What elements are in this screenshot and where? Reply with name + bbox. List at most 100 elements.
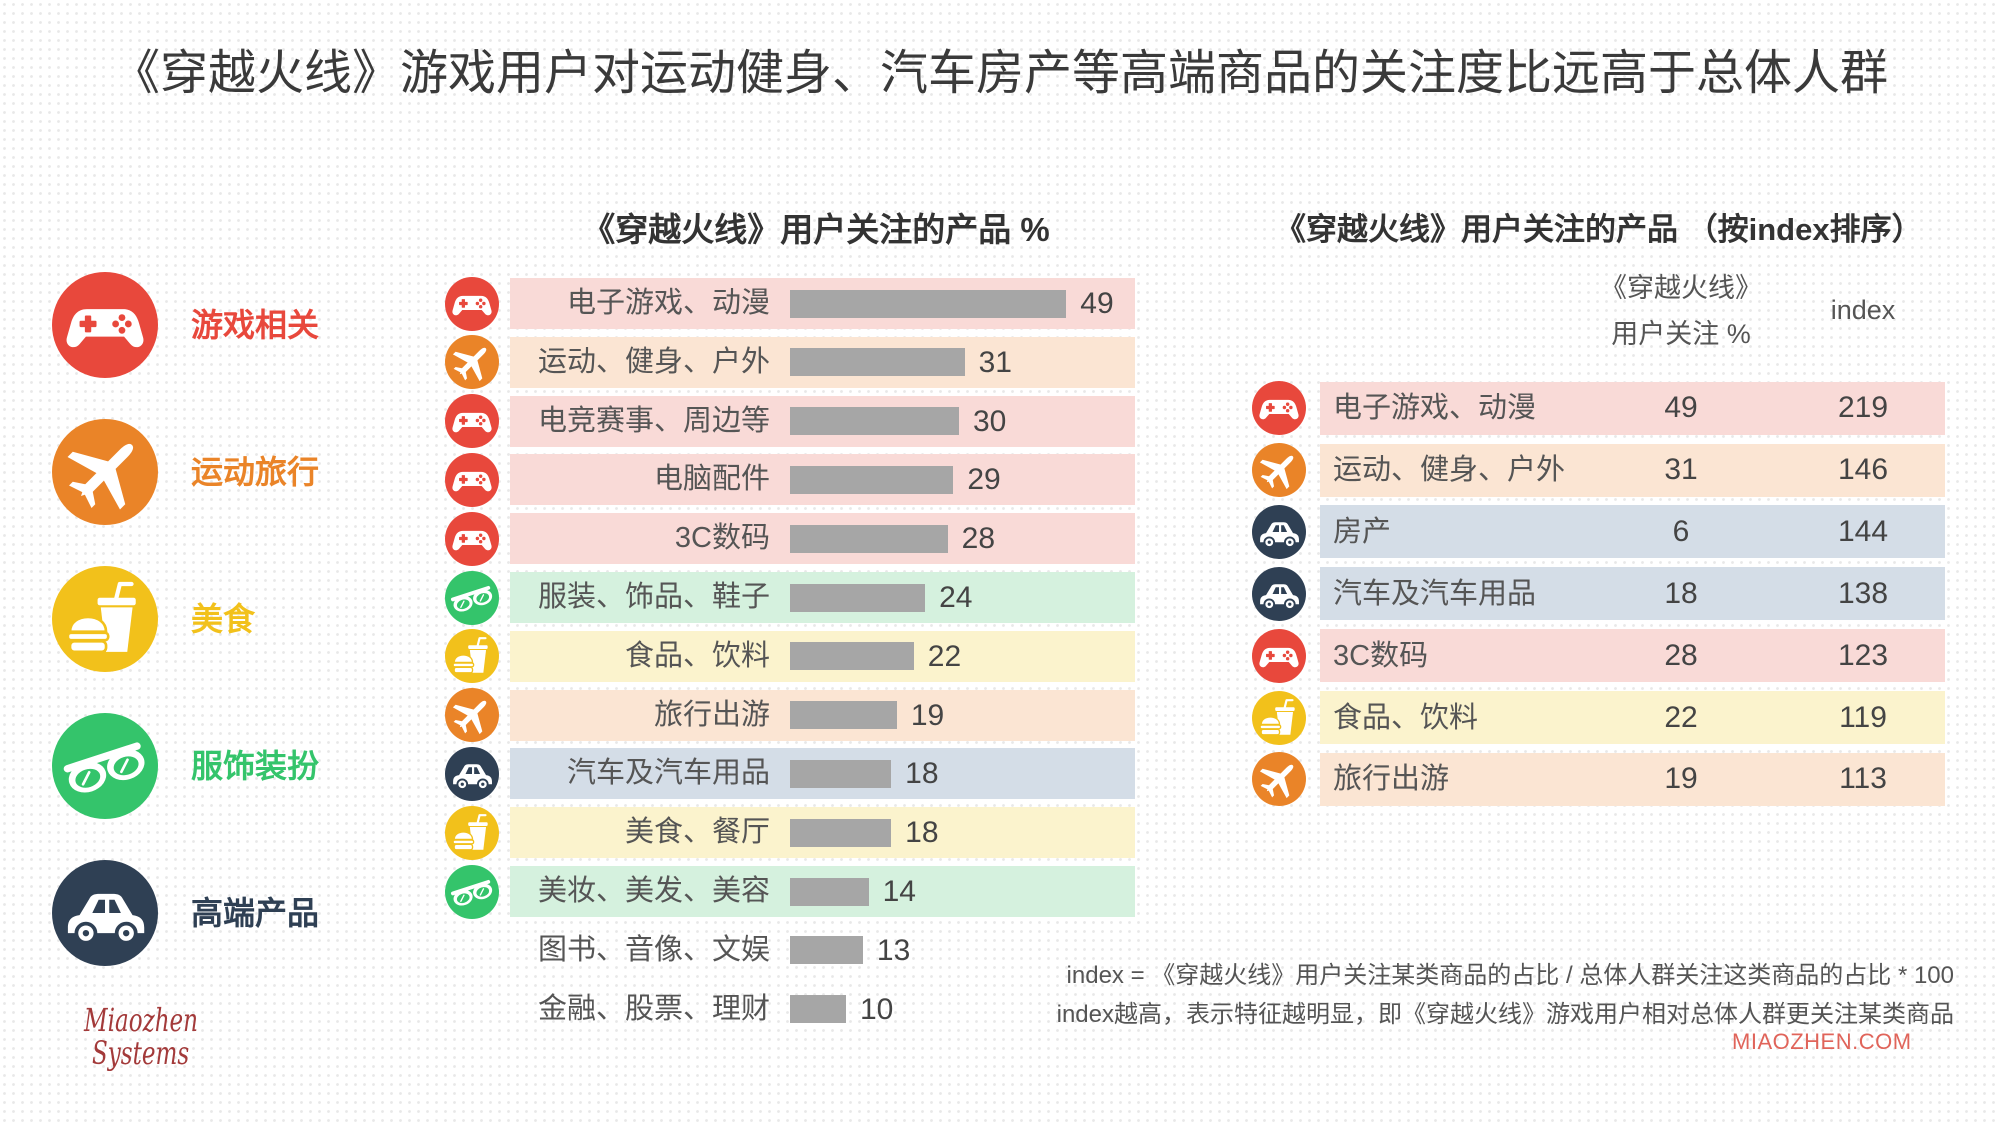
row-band <box>1320 505 1945 559</box>
bar <box>789 348 965 377</box>
table-row: 旅行出游 19 113 <box>1240 748 1960 810</box>
food-icon <box>1252 690 1306 745</box>
legend-label: 高端产品 <box>191 895 320 931</box>
bar-row: 运动、健身、户外 31 <box>440 333 1140 392</box>
footnote-explanation: index越高，表示特征越明显，即《穿越火线》游戏用户相对总体人群更关注某类商品 <box>1056 1001 1954 1028</box>
bar-value-label: 14 <box>882 875 916 909</box>
bar-row: 电脑配件 29 <box>440 451 1140 510</box>
row-band <box>1320 381 1945 435</box>
table-cell-label: 运动、健身、户外 <box>1333 454 1566 487</box>
table-cell-pct: 19 <box>1664 762 1698 796</box>
bar-row: 食品、饮料 22 <box>440 627 1140 686</box>
bar-category-label: 美食、餐厅 <box>624 816 770 849</box>
gamepad-icon <box>52 272 158 378</box>
bar <box>789 524 948 553</box>
row-band <box>1320 443 1945 497</box>
bar <box>789 642 914 671</box>
bar-value-label: 22 <box>927 639 962 673</box>
car-icon <box>445 746 499 801</box>
bar <box>789 759 892 788</box>
row-band <box>1320 567 1945 621</box>
table-cell-label: 旅行出游 <box>1333 763 1450 796</box>
bar <box>789 995 846 1024</box>
bar-row: 旅行出游 19 <box>440 686 1140 745</box>
table-header-pct: 《穿越火线》 <box>1600 273 1762 303</box>
row-band <box>1320 691 1945 744</box>
bar-category-label: 金融、股票、理财 <box>537 992 770 1025</box>
table-cell-index: 146 <box>1837 453 1889 487</box>
glasses-icon <box>52 713 158 819</box>
bar-row: 电子游戏、动漫 49 <box>440 274 1140 333</box>
bar-category-label: 食品、饮料 <box>624 639 770 672</box>
bar-category-label: 3C数码 <box>674 522 770 555</box>
footnote-formula: index = 《穿越火线》用户关注某类商品的占比 / 总体人群关注这类商品的占… <box>1066 962 1954 989</box>
gamepad-icon <box>445 276 499 331</box>
bar <box>789 465 954 494</box>
table-cell-index: 119 <box>1839 700 1887 734</box>
bar-category-label: 电脑配件 <box>653 463 770 496</box>
airplane-icon <box>1252 752 1306 807</box>
page-title: 《穿越火线》游戏用户对运动健身、汽车房产等高端商品的关注度比远高于总体人群 <box>111 47 1888 100</box>
bar-row: 美食、餐厅 18 <box>440 803 1140 862</box>
table-row: 运动、健身、户外 31 146 <box>1240 439 1960 501</box>
airplane-icon <box>445 688 499 743</box>
table-row: 3C数码 28 123 <box>1240 625 1960 687</box>
table-cell-label: 3C数码 <box>1333 639 1429 672</box>
bar-category-label: 旅行出游 <box>653 698 770 731</box>
table-cell-label: 汽车及汽车用品 <box>1333 577 1537 610</box>
car-icon <box>52 860 158 966</box>
table-cell-index: 144 <box>1837 514 1889 548</box>
gamepad-icon <box>445 394 499 449</box>
bar <box>789 289 1067 318</box>
food-icon <box>52 566 158 672</box>
table-cell-pct: 22 <box>1664 700 1698 734</box>
bar-value-label: 30 <box>972 404 1007 438</box>
table-row: 房产 6 144 <box>1240 501 1960 563</box>
row-band <box>1320 752 1945 806</box>
table-cell-index: 219 <box>1837 391 1889 425</box>
table-cell-pct: 49 <box>1664 391 1698 425</box>
bar-category-label: 运动、健身、户外 <box>537 345 770 378</box>
bar-value-label: 24 <box>939 581 973 615</box>
table-header-index: index <box>1830 295 1896 325</box>
airplane-icon <box>1252 443 1306 498</box>
table-header-pct-unit: 用户关注 % <box>1611 319 1751 349</box>
table-cell-index: 123 <box>1837 638 1889 672</box>
table-cell-label: 食品、饮料 <box>1333 701 1479 734</box>
bar-category-label: 电子游戏、动漫 <box>566 287 770 320</box>
food-icon <box>445 629 499 684</box>
legend-label: 服饰装扮 <box>191 748 320 784</box>
bar-value-label: 49 <box>1080 287 1114 321</box>
table-title: 《穿越火线》用户关注的产品 （按index排序） <box>1275 212 1923 247</box>
bar-chart-title: 《穿越火线》用户关注的产品 % <box>582 211 1050 248</box>
table-cell-pct: 18 <box>1664 576 1698 610</box>
bar-row: 美妆、美发、美容 14 <box>440 862 1140 921</box>
logo-line-1: Miaozhen <box>84 1001 199 1039</box>
table-cell-pct: 28 <box>1664 638 1698 672</box>
table-cell-label: 房产 <box>1333 515 1392 548</box>
bar-category-label: 美妆、美发、美容 <box>537 875 770 908</box>
table-cell-pct: 6 <box>1672 514 1690 548</box>
table-row: 电子游戏、动漫 49 219 <box>1240 377 1960 439</box>
bar-row: 3C数码 28 <box>440 509 1140 568</box>
bar-value-label: 13 <box>876 933 911 967</box>
bar-category-label: 汽车及汽车用品 <box>566 757 770 790</box>
gamepad-icon <box>1252 381 1306 436</box>
legend-label: 运动旅行 <box>191 454 320 490</box>
legend-label: 美食 <box>191 601 256 637</box>
bar-category-label: 服装、饰品、鞋子 <box>537 581 770 614</box>
car-icon <box>1252 504 1306 559</box>
bar-value-label: 31 <box>978 345 1012 379</box>
table-cell-pct: 31 <box>1664 453 1698 487</box>
bar-category-label: 图书、音像、文娱 <box>537 933 770 966</box>
logo-line-2: Systems <box>92 1034 190 1072</box>
table-cell-index: 138 <box>1837 576 1889 610</box>
bar <box>789 583 926 612</box>
legend-label: 游戏相关 <box>191 307 320 343</box>
gamepad-icon <box>1252 628 1306 683</box>
food-icon <box>445 805 499 860</box>
bar-value-label: 29 <box>967 463 1001 497</box>
bar-row: 金融、股票、理财 10 <box>440 980 1140 1039</box>
bar-value-label: 18 <box>905 816 939 850</box>
site-url: MIAOZHEN.COM <box>1732 1029 1912 1054</box>
